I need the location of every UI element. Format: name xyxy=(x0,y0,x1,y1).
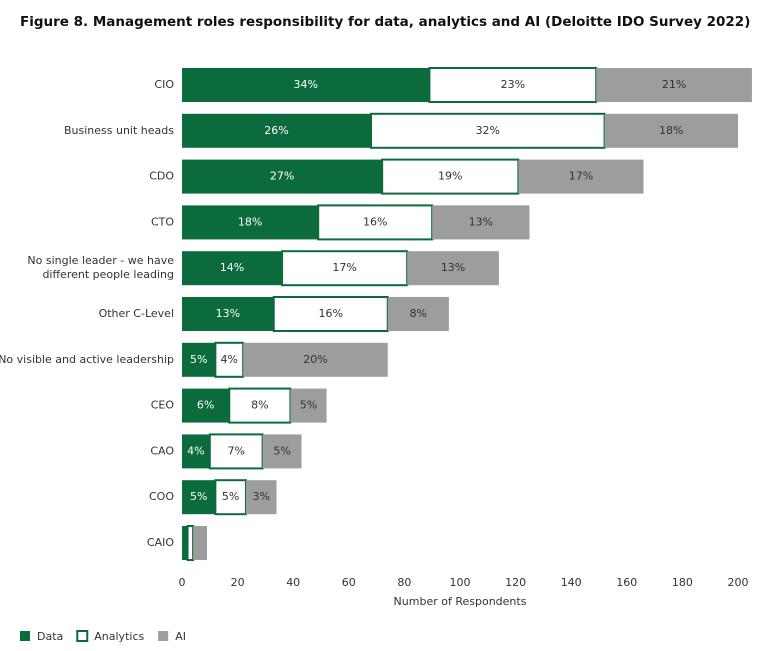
bar-segment xyxy=(182,526,188,560)
y-tick-label: Business unit heads xyxy=(64,124,174,137)
legend-label: Analytics xyxy=(94,630,144,643)
value-label: 18% xyxy=(238,215,262,228)
y-tick-label: CAIO xyxy=(147,536,174,549)
y-tick-label: Other C-Level xyxy=(99,307,174,320)
legend-label: AI xyxy=(175,630,186,643)
value-label: 13% xyxy=(441,261,465,274)
value-label: 16% xyxy=(319,307,343,320)
legend-label: Data xyxy=(37,630,63,643)
value-label: 8% xyxy=(410,307,427,320)
y-tick-label: COO xyxy=(149,490,174,503)
value-label: 5% xyxy=(222,490,239,503)
bar-segment xyxy=(245,480,277,515)
value-label: 32% xyxy=(476,124,500,137)
bar-segment xyxy=(317,204,434,241)
x-tick-label: 200 xyxy=(728,576,749,589)
value-label: 19% xyxy=(438,170,462,183)
legend-swatch xyxy=(20,631,30,641)
value-label: 23% xyxy=(501,78,525,91)
bar-segment xyxy=(214,341,245,378)
bar-segment xyxy=(381,158,520,195)
value-label: 17% xyxy=(569,170,593,183)
value-label: 6% xyxy=(197,399,214,412)
bar-segment xyxy=(407,251,499,286)
x-tick-label: 80 xyxy=(397,576,411,589)
bar-segment xyxy=(290,388,327,423)
value-label: 3% xyxy=(253,490,270,503)
legend-swatch xyxy=(76,630,89,642)
value-label: 13% xyxy=(469,215,493,228)
x-tick-label: 0 xyxy=(179,576,186,589)
bar-segment xyxy=(182,480,216,515)
y-tick-label: CEO xyxy=(151,399,175,412)
chart-title: Figure 8. Management roles responsibilit… xyxy=(20,14,750,30)
bar-segment xyxy=(182,342,216,377)
bar-segment xyxy=(370,112,606,149)
bar-segment xyxy=(214,479,247,516)
x-tick-label: 40 xyxy=(286,576,300,589)
y-tick-label: CDO xyxy=(149,170,174,183)
value-label: 7% xyxy=(227,444,244,457)
x-tick-label: 160 xyxy=(616,576,637,589)
x-tick-label: 100 xyxy=(450,576,471,589)
x-tick-label: 60 xyxy=(342,576,356,589)
x-axis-title: Number of Respondents xyxy=(394,595,527,608)
y-tick-label: No single leader - we have different peop… xyxy=(27,254,174,281)
bar-segment xyxy=(518,159,644,194)
bar-segment xyxy=(193,526,208,560)
value-label: 8% xyxy=(251,399,268,412)
value-label: 16% xyxy=(363,215,387,228)
bar-segment xyxy=(182,388,230,423)
y-tick-label: CAO xyxy=(150,444,174,457)
bar-segment xyxy=(428,67,598,103)
bar-segment xyxy=(182,297,274,331)
bar-segment xyxy=(604,113,738,148)
y-tick-label: CTO xyxy=(151,215,174,228)
legend-swatch xyxy=(158,631,169,641)
value-label: 14% xyxy=(220,261,244,274)
x-tick-label: 20 xyxy=(231,576,245,589)
bar-segment xyxy=(182,434,210,469)
value-label: 26% xyxy=(264,124,288,137)
value-label: 5% xyxy=(273,444,290,457)
bar-segment xyxy=(228,387,292,424)
bar-segment xyxy=(281,250,409,287)
bar-segment xyxy=(262,434,302,469)
value-label: 5% xyxy=(300,399,317,412)
bar-segment xyxy=(182,205,319,240)
bar-segment xyxy=(186,525,195,561)
value-label: 4% xyxy=(221,353,238,366)
y-tick-label: No visible and active leadership xyxy=(0,353,174,366)
value-label: 34% xyxy=(293,78,317,91)
bar-segment xyxy=(208,433,264,470)
value-label: 27% xyxy=(270,170,294,183)
value-label: 18% xyxy=(659,124,683,137)
bar-segment xyxy=(182,159,383,194)
value-label: 21% xyxy=(662,78,686,91)
value-label: 4% xyxy=(187,444,204,457)
bar-segment xyxy=(387,297,449,331)
value-label: 13% xyxy=(216,307,240,320)
bar-segment xyxy=(596,68,752,102)
x-tick-label: 120 xyxy=(505,576,526,589)
value-label: 5% xyxy=(190,353,207,366)
y-tick-label: CIO xyxy=(154,78,174,91)
bar-segment xyxy=(182,251,283,286)
bar-segment xyxy=(182,68,430,102)
x-tick-label: 180 xyxy=(672,576,693,589)
value-label: 5% xyxy=(190,490,207,503)
x-tick-label: 140 xyxy=(561,576,582,589)
bar-segment xyxy=(432,205,530,240)
value-label: 17% xyxy=(332,261,356,274)
bar-segment xyxy=(182,113,372,148)
bar-segment xyxy=(243,342,388,377)
value-label: 20% xyxy=(303,353,327,366)
